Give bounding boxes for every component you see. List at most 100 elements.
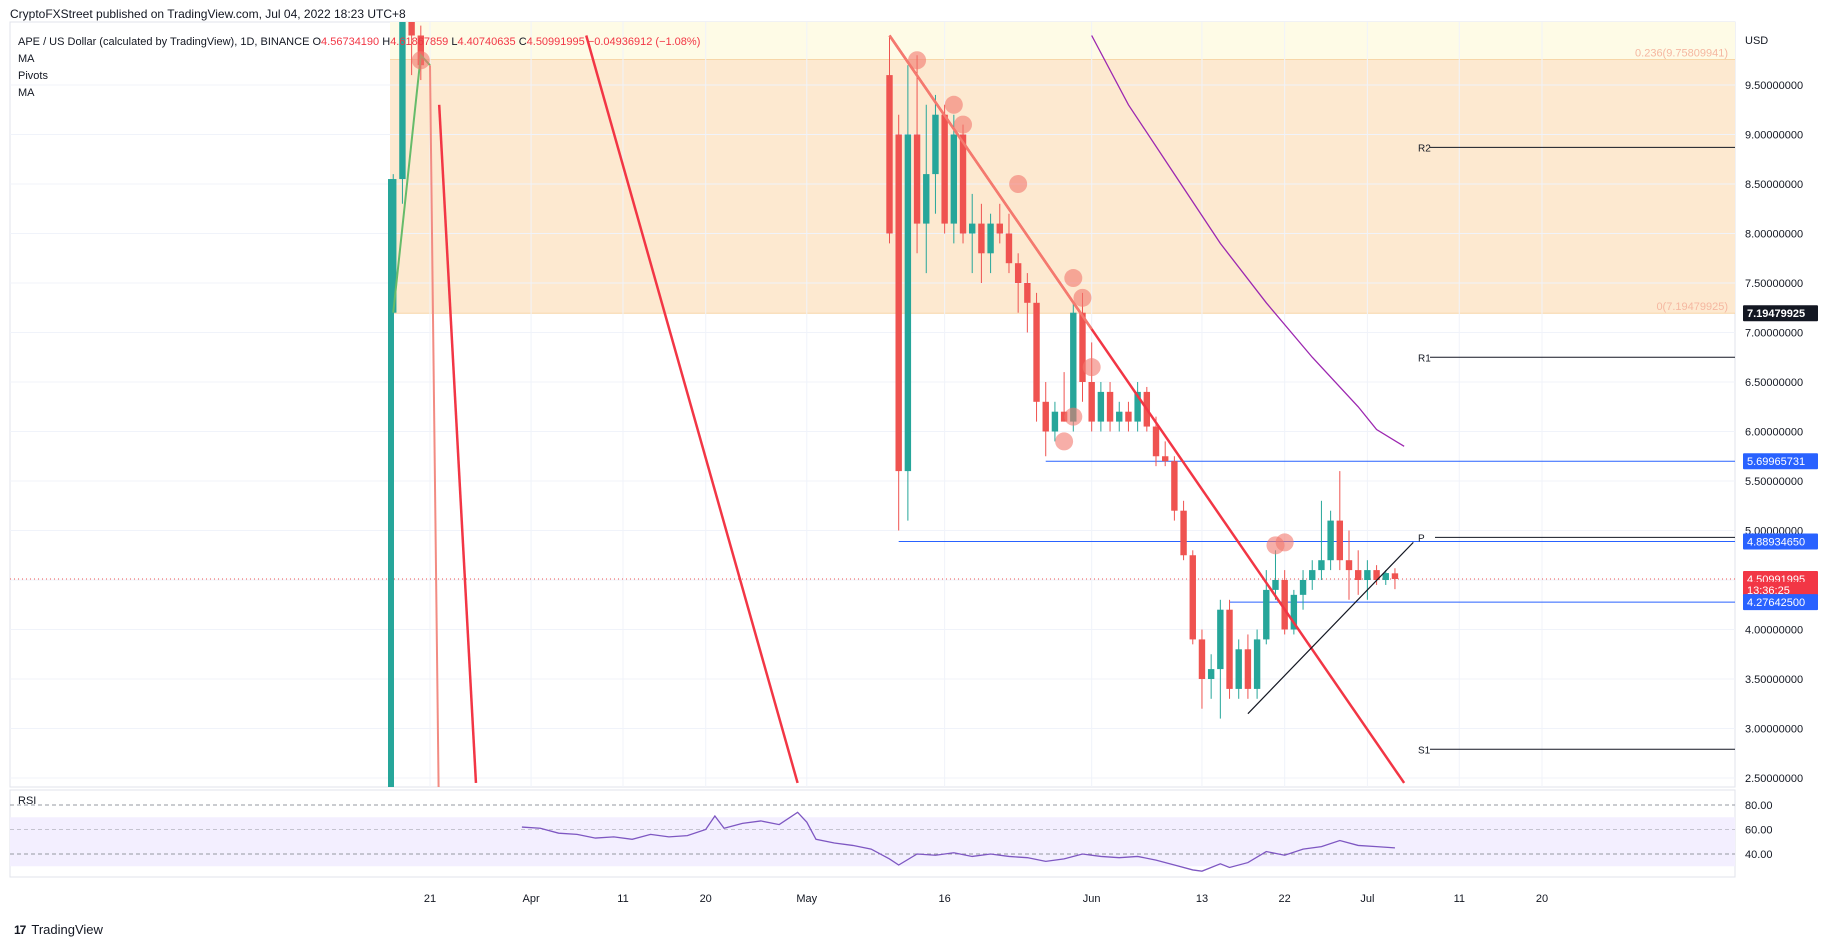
candle-body xyxy=(1253,639,1261,689)
x-tick-label: 22 xyxy=(1279,893,1291,905)
candle-body xyxy=(1060,411,1068,422)
touch-marker xyxy=(1073,288,1092,307)
y-tick-label: 7.50000000 xyxy=(1745,278,1803,290)
price-label-box xyxy=(1743,453,1818,470)
touch-marker xyxy=(944,95,963,114)
y-tick-label: 4.00000000 xyxy=(1745,625,1803,637)
brand-name: TradingView xyxy=(31,922,103,937)
candle-body xyxy=(1272,580,1279,590)
candle-body xyxy=(1217,609,1224,670)
candle-body xyxy=(941,114,948,224)
pivot-label: S1 xyxy=(1418,745,1431,756)
high-value: 4.61867859 xyxy=(390,36,449,48)
candle-body xyxy=(1226,609,1233,689)
candle-body xyxy=(1327,520,1334,561)
touch-marker xyxy=(411,51,430,70)
price-label-text: 5.69965731 xyxy=(1747,456,1805,468)
candle-body xyxy=(932,114,939,175)
price-label-box xyxy=(1743,594,1818,611)
touch-marker xyxy=(1275,533,1294,552)
x-tick-label: 20 xyxy=(1536,893,1548,905)
candle-body xyxy=(1088,382,1095,422)
candle-body xyxy=(1189,555,1196,640)
price-label-text: 4.88934650 xyxy=(1747,536,1805,548)
close-value: 4.50991995 xyxy=(526,36,585,48)
candle-body xyxy=(1005,233,1013,264)
candle-body xyxy=(1345,560,1353,571)
chart-legend: APE / US Dollar (calculated by TradingVi… xyxy=(18,34,700,102)
moving-average-line xyxy=(1091,35,1405,447)
candle-body xyxy=(1106,391,1114,422)
candle-body xyxy=(1391,573,1399,580)
candle-body xyxy=(1180,510,1187,556)
rsi-label: RSI xyxy=(18,795,36,807)
fib-label: 0.236(9.75809941) xyxy=(1635,47,1728,59)
open-value: 4.56734190 xyxy=(321,36,380,48)
x-tick-label: Jul xyxy=(1360,893,1374,905)
x-tick-label: May xyxy=(796,893,817,905)
candle-body xyxy=(1336,520,1344,561)
rsi-line xyxy=(521,811,1395,872)
candle-body xyxy=(904,134,912,472)
high-label: H xyxy=(382,36,391,48)
trendline-far-left xyxy=(437,104,478,784)
touch-marker xyxy=(908,51,927,70)
candle-body xyxy=(923,174,930,224)
x-tick-label: Apr xyxy=(523,893,540,905)
candle-body xyxy=(1318,560,1325,571)
publish-header: CryptoFXStreet published on TradingView.… xyxy=(10,7,406,21)
candle-body xyxy=(1281,580,1288,630)
price-label-text: 13:36:25 xyxy=(1747,585,1790,597)
candle-body xyxy=(969,223,976,234)
candle-body xyxy=(417,35,425,66)
x-tick-label: 13 xyxy=(1196,893,1208,905)
pivot-label: P xyxy=(1418,533,1425,544)
indicator-ma-2[interactable]: MA xyxy=(18,87,35,99)
indicator-pivots[interactable]: Pivots xyxy=(18,70,48,82)
candle-body xyxy=(1116,411,1123,422)
trendline-middle xyxy=(585,35,799,784)
trendline-upper-segment xyxy=(888,34,1093,330)
volume-bar-tall xyxy=(388,179,394,787)
candle-body xyxy=(1097,391,1105,422)
candle-body xyxy=(913,134,921,224)
x-tick-label: Jun xyxy=(1083,893,1101,905)
y-tick-label: 9.00000000 xyxy=(1745,130,1803,142)
symbol-title[interactable]: APE / US Dollar (calculated by TradingVi… xyxy=(18,36,310,48)
early-ma-line-down xyxy=(429,65,440,787)
y-tick-label: 3.50000000 xyxy=(1745,674,1803,686)
price-layer xyxy=(10,22,1735,787)
candle-body xyxy=(1235,649,1242,689)
price-label-box xyxy=(1743,533,1818,550)
candle-body xyxy=(1244,649,1252,689)
candle-body xyxy=(1364,570,1371,580)
y-tick-label: 8.00000000 xyxy=(1745,229,1803,241)
footer-brand[interactable]: 17 TradingView xyxy=(14,922,103,937)
x-tick-label: 11 xyxy=(617,893,628,905)
touch-marker xyxy=(1064,269,1083,288)
price-label-text: 4.27642500 xyxy=(1747,597,1805,609)
pivot-label: R2 xyxy=(1418,143,1431,154)
candle-body xyxy=(1309,570,1316,580)
indicator-ma-1[interactable]: MA xyxy=(18,53,35,65)
currency-label: USD xyxy=(1745,35,1768,47)
candle-body xyxy=(1033,302,1040,402)
candle-body xyxy=(1014,263,1022,283)
rsi-band xyxy=(10,817,1735,867)
candle-body xyxy=(1207,669,1215,679)
candle-body xyxy=(1024,283,1031,303)
touch-marker xyxy=(1055,432,1074,451)
candle-body xyxy=(1079,312,1086,382)
y-tick-label: 9.50000000 xyxy=(1745,80,1803,92)
candle-body xyxy=(1051,411,1059,432)
low-value: 4.40740635 xyxy=(457,36,516,48)
candle-body xyxy=(895,134,902,472)
candle-body xyxy=(1263,589,1270,640)
close-label: C xyxy=(518,36,527,48)
x-tick-label: 16 xyxy=(939,893,951,905)
touch-marker xyxy=(1082,358,1101,377)
y-tick-label: 6.50000000 xyxy=(1745,377,1803,389)
x-tick-label: 11 xyxy=(1454,893,1465,905)
candle-body xyxy=(1162,456,1169,462)
